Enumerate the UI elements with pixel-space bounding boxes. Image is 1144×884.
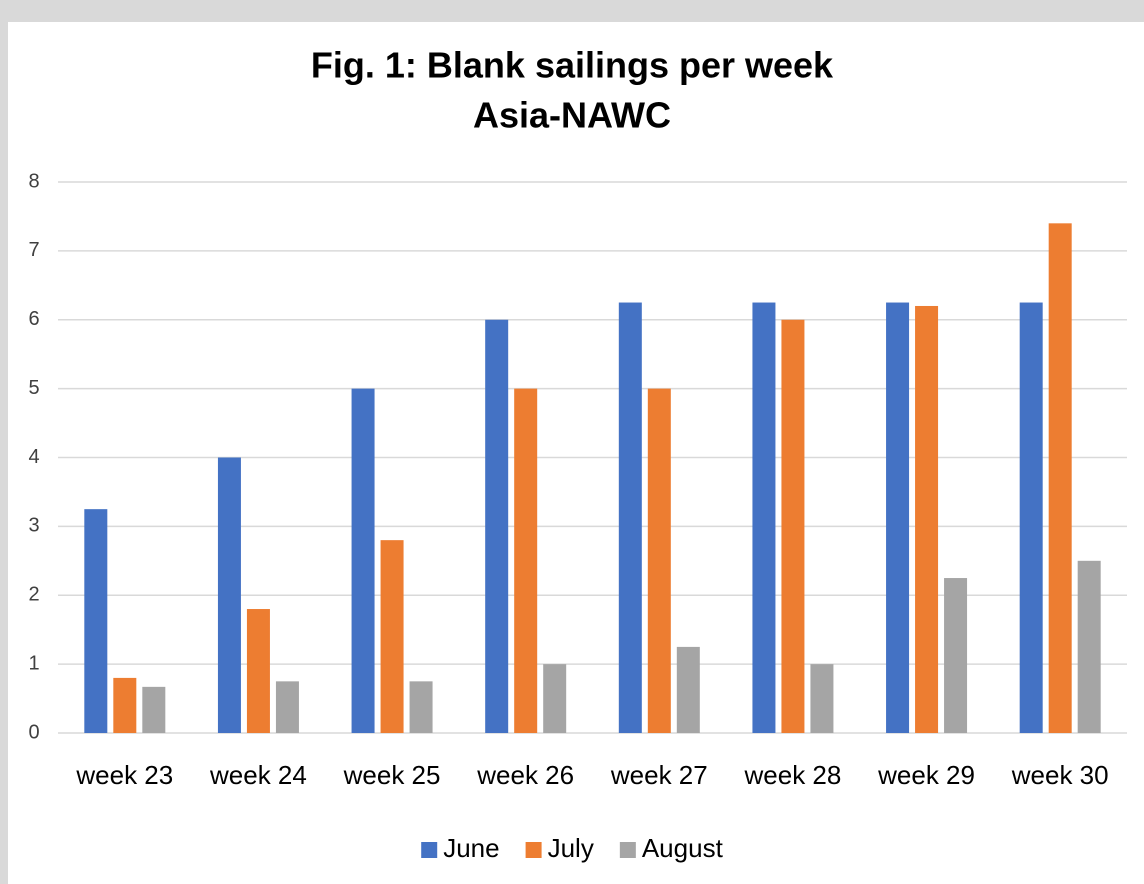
legend-label: August (642, 833, 724, 863)
bar (380, 540, 404, 733)
y-tick-label: 1 (28, 652, 39, 674)
x-tick-label: week 30 (1011, 760, 1109, 790)
bar (409, 681, 433, 733)
legend-label: July (548, 833, 594, 863)
y-tick-label: 4 (28, 446, 39, 468)
legend-swatch (421, 842, 438, 858)
bar (676, 646, 700, 733)
x-tick-label: week 27 (610, 760, 708, 790)
y-tick-label: 2 (28, 584, 39, 606)
bar (113, 677, 137, 733)
x-tick-label: week 28 (744, 760, 842, 790)
bar (1019, 302, 1043, 733)
x-tick-label: week 23 (75, 760, 173, 790)
bar (1048, 223, 1072, 733)
y-tick-label: 0 (28, 721, 39, 743)
legend-item: August (619, 833, 724, 863)
bar (1077, 560, 1101, 733)
chart-subtitle: Asia-NAWC (473, 95, 671, 136)
legend-swatch (619, 842, 636, 858)
legend-item: July (525, 833, 594, 863)
bar (781, 319, 805, 733)
bar (485, 319, 509, 733)
bar (142, 686, 166, 733)
legend-label: June (443, 833, 499, 863)
bar (543, 664, 567, 733)
bar (915, 305, 939, 733)
y-tick-label: 5 (28, 377, 39, 399)
bar (217, 457, 241, 733)
x-tick-label: week 25 (343, 760, 441, 790)
y-tick-label: 3 (28, 515, 39, 537)
bar (275, 681, 299, 733)
bar (886, 302, 910, 733)
legend-item: June (421, 833, 500, 863)
chart-background (8, 22, 1144, 884)
bar (944, 578, 968, 733)
bar (618, 302, 642, 733)
legend-swatch (525, 842, 542, 858)
bar (514, 388, 538, 733)
x-tick-label: week 29 (877, 760, 975, 790)
bar (246, 609, 270, 733)
chart-title: Fig. 1: Blank sailings per week (311, 45, 834, 86)
bar (351, 388, 375, 733)
x-tick-label: week 26 (476, 760, 574, 790)
y-tick-label: 7 (28, 239, 39, 261)
y-tick-label: 8 (28, 170, 39, 192)
x-tick-label: week 24 (209, 760, 307, 790)
bar (810, 664, 834, 733)
bar (752, 302, 776, 733)
y-tick-label: 6 (28, 308, 39, 330)
bar (84, 509, 108, 733)
bar (647, 388, 671, 733)
